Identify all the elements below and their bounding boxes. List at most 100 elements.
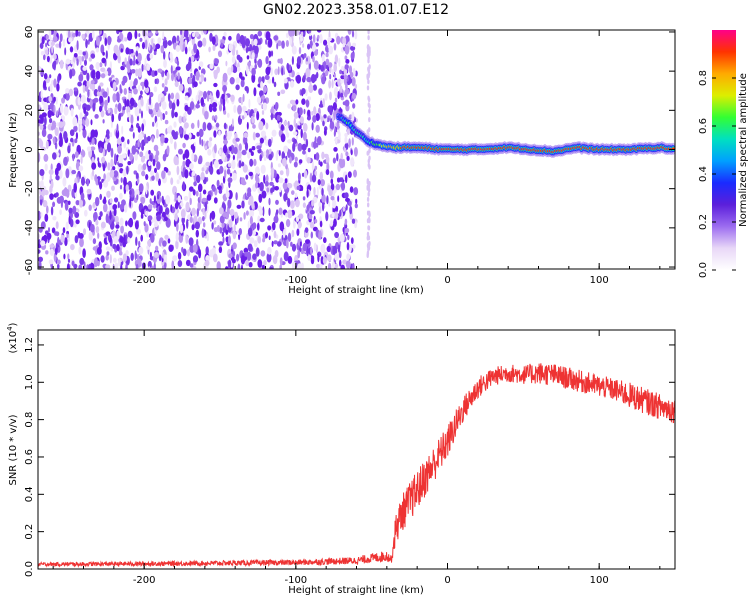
heatmap-speckle (307, 147, 311, 153)
heatmap-speckle (346, 128, 350, 135)
heatmap-speckle (140, 196, 146, 204)
heatmap-speckle (97, 160, 100, 167)
heatmap-speckle (75, 219, 80, 225)
heatmap-speckle (339, 85, 343, 93)
heatmap-speckle (237, 66, 241, 72)
heatmap-speckle (174, 57, 177, 64)
heatmap-speckle (351, 218, 356, 224)
spectrogram-frame (37, 29, 676, 270)
heatmap-speckle (185, 201, 190, 212)
heatmap-speckle (336, 153, 339, 162)
heatmap-speckle (149, 154, 153, 163)
heatmap-speckle (102, 119, 105, 124)
heatmap-speckle (333, 211, 339, 220)
heatmap-speckle (277, 66, 280, 76)
heatmap-speckle (41, 112, 47, 118)
heatmap-speckle (111, 185, 115, 191)
heatmap-speckle (312, 115, 317, 123)
heatmap-speckle (80, 192, 85, 201)
heatmap-speckle (137, 125, 141, 133)
heatmap-speckle (162, 113, 166, 120)
heatmap-speckle (212, 102, 218, 108)
heatmap-speckle (49, 174, 52, 181)
heatmap-speckle (344, 227, 350, 234)
heatmap-speckle (340, 92, 344, 98)
heatmap-speckle (136, 115, 140, 122)
heatmap-speckle (124, 234, 128, 245)
heatmap-speckle (309, 221, 315, 229)
heatmap-speckle (182, 181, 186, 191)
heatmap-speckle (367, 97, 371, 103)
heatmap-speckle (242, 164, 248, 173)
heatmap-speckle (318, 230, 322, 240)
y-tick-label: 40 (24, 65, 35, 78)
heatmap-speckle (339, 259, 342, 267)
heatmap-speckle (103, 180, 109, 188)
heatmap-speckle (275, 199, 279, 205)
heatmap-speckle (313, 242, 317, 252)
heatmap-speckle (280, 133, 286, 143)
heatmap-speckle (296, 228, 300, 236)
heatmap-speckle (337, 91, 340, 100)
heatmap-speckle (241, 200, 245, 209)
heatmap-speckle (68, 215, 71, 225)
heatmap-speckle (50, 41, 55, 46)
heatmap-speckle (251, 146, 256, 151)
heatmap-speckle (88, 57, 93, 62)
heatmap-speckle (129, 97, 135, 107)
heatmap-speckle (122, 106, 126, 111)
heatmap-speckle (257, 222, 260, 231)
heatmap-speckle (147, 160, 152, 167)
heatmap-speckle (268, 148, 272, 153)
heatmap-speckle (135, 50, 139, 57)
heatmap-speckle (134, 151, 138, 161)
heatmap-speckle (140, 213, 144, 219)
heatmap-speckle (319, 171, 323, 181)
heatmap-speckle (343, 147, 347, 153)
heatmap-speckle (225, 60, 228, 67)
heatmap-speckle (147, 215, 153, 221)
heatmap-speckle (212, 253, 218, 263)
heatmap-speckle (63, 253, 66, 260)
heatmap-speckle (39, 124, 44, 130)
heatmap-speckle (327, 39, 331, 49)
heatmap-speckle (178, 115, 183, 124)
heatmap-speckle (276, 241, 282, 247)
heatmap-speckle (355, 198, 358, 204)
heatmap-speckle (313, 42, 316, 52)
heatmap-speckle (245, 259, 250, 267)
heatmap-speckle (201, 167, 205, 172)
heatmap-speckle (282, 157, 287, 167)
heatmap-speckle (85, 118, 90, 127)
heatmap-speckle (178, 204, 181, 210)
heatmap-speckle (196, 174, 201, 184)
heatmap-speckle (351, 137, 354, 146)
heatmap-speckle (150, 189, 155, 196)
heatmap-speckle (78, 246, 82, 255)
heatmap-speckle (141, 84, 145, 90)
heatmap-speckle (346, 242, 350, 251)
heatmap-speckle (164, 78, 168, 86)
heatmap-speckle (229, 77, 235, 85)
heatmap-speckle (250, 151, 254, 157)
heatmap-speckle (153, 51, 157, 56)
heatmap-speckle (178, 233, 184, 243)
heatmap-speckle (134, 188, 140, 198)
heatmap-speckle (251, 230, 256, 237)
heatmap-speckle (38, 227, 43, 233)
heatmap-speckle (140, 97, 144, 106)
heatmap-speckle (130, 114, 134, 125)
heatmap-speckle (195, 71, 200, 81)
heatmap-speckle (186, 218, 189, 229)
heatmap-speckle (367, 158, 370, 164)
heatmap-speckle (232, 172, 237, 181)
heatmap-speckle (74, 138, 78, 144)
heatmap-speckle (88, 204, 92, 211)
heatmap-speckle (190, 122, 195, 129)
heatmap-speckle (328, 62, 333, 68)
heatmap-speckle (285, 167, 290, 177)
colorbar-tick-label: 0.4 (698, 166, 709, 182)
heatmap-speckle (311, 111, 314, 116)
heatmap-speckle (118, 154, 123, 164)
heatmap-speckle (48, 259, 54, 265)
